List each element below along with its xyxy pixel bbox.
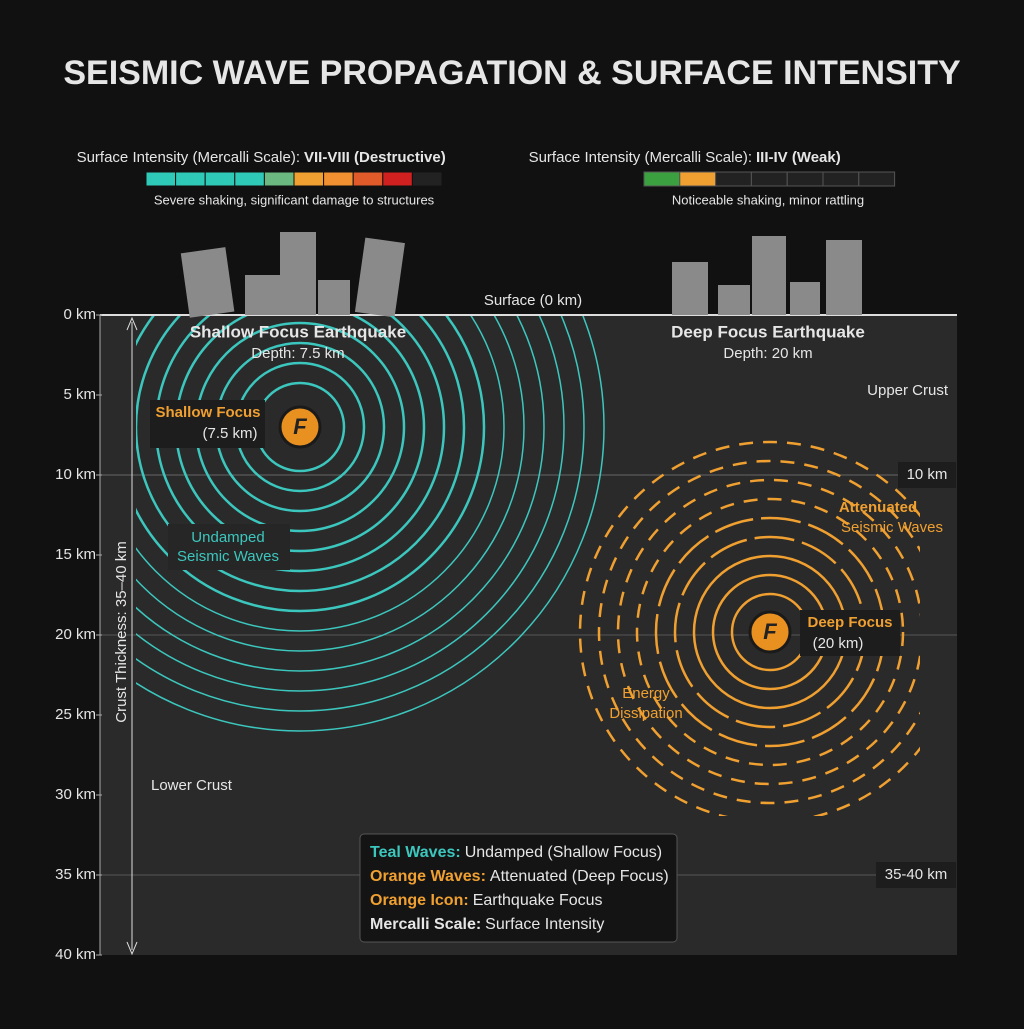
legend-text: Surface Intensity bbox=[485, 916, 604, 933]
legend-entry: Orange Waves: Attenuated (Deep Focus) bbox=[370, 868, 669, 885]
wave-ring bbox=[136, 316, 525, 652]
buildings-damaged bbox=[180, 232, 405, 318]
legend-entry: Orange Icon: Earthquake Focus bbox=[370, 892, 603, 909]
legend-text: Undamped (Shallow Focus) bbox=[465, 844, 662, 861]
scale-segment bbox=[204, 171, 236, 187]
shallow-focus-depth: (7.5 km) bbox=[202, 425, 257, 442]
scale-segment bbox=[263, 171, 295, 187]
scale-segment bbox=[715, 171, 752, 187]
depth-label: 35 km bbox=[55, 866, 96, 883]
depth-label: 15 km bbox=[55, 546, 96, 563]
label-box bbox=[150, 400, 265, 448]
wave-ring bbox=[136, 316, 466, 593]
label-box bbox=[168, 524, 290, 570]
depth-label: 5 km bbox=[63, 386, 96, 403]
scale-segment bbox=[323, 171, 354, 187]
waves-label: Seismic Waves bbox=[841, 519, 943, 536]
intensity-description: Noticeable shaking, minor rattling bbox=[672, 192, 864, 207]
title: SEISMIC WAVE PROPAGATION & SURFACE INTEN… bbox=[63, 54, 961, 92]
label-box bbox=[800, 610, 900, 656]
scale-segment bbox=[750, 171, 788, 187]
scale-segment bbox=[234, 171, 265, 187]
shallow-focus-icon bbox=[278, 405, 322, 449]
wave-ring bbox=[136, 316, 486, 613]
legend-box bbox=[359, 833, 678, 943]
wave-ring bbox=[597, 459, 920, 805]
energy-label: Energy bbox=[622, 685, 670, 702]
buildings-intact bbox=[672, 236, 862, 315]
wave-ring bbox=[136, 316, 585, 712]
deep-focus-depth: (20 km) bbox=[813, 635, 864, 652]
legend: Teal Waves: Undamped (Shallow Focus) Orang… bbox=[370, 844, 669, 933]
legend-text: Attenuated (Deep Focus) bbox=[490, 868, 669, 885]
legend-text: Earthquake Focus bbox=[473, 892, 603, 909]
wave-ring bbox=[635, 497, 905, 767]
legend-key: Mercalli Scale: bbox=[370, 916, 481, 933]
focus-icon-letter: F bbox=[763, 619, 777, 644]
scale-segment bbox=[145, 171, 177, 187]
scale-segment bbox=[382, 171, 413, 187]
depth-label: 20 km bbox=[55, 626, 96, 643]
deep-focus-label: Deep Focus bbox=[807, 614, 892, 631]
intensity-level: VII-VIII (Destructive) bbox=[304, 149, 446, 166]
scale-segment bbox=[352, 171, 384, 187]
wave-ring bbox=[136, 316, 605, 732]
deep-depth: Depth: 20 km bbox=[723, 345, 812, 362]
crust-thickness: Crust Thickness: 35–40 km bbox=[113, 541, 130, 722]
scale-segment bbox=[411, 171, 443, 187]
arrow-heads bbox=[126, 316, 138, 956]
depth-label: 30 km bbox=[55, 786, 96, 803]
depth-label: 10 km bbox=[55, 466, 96, 483]
label-box bbox=[876, 862, 956, 888]
scale-segment bbox=[643, 171, 681, 187]
wave-ring bbox=[136, 316, 505, 632]
legend-key: Teal Waves: bbox=[370, 844, 461, 861]
legend-entry: Teal Waves: Undamped (Shallow Focus) bbox=[370, 844, 662, 861]
scale-segment bbox=[293, 171, 325, 187]
wave-ring bbox=[136, 316, 545, 672]
energy-label: Dissipation bbox=[609, 705, 682, 722]
shallow-depth: Depth: 7.5 km bbox=[251, 345, 344, 362]
moho-label: 35-40 km bbox=[885, 866, 948, 883]
shallow-title: Shallow Focus Earthquake bbox=[190, 322, 406, 341]
legend-key: Orange Icon: bbox=[370, 892, 469, 909]
surface-label: Surface (0 km) bbox=[484, 292, 582, 309]
scale-segment bbox=[175, 171, 206, 187]
intensity-label: Surface Intensity (Mercalli Scale): bbox=[529, 149, 752, 166]
waves-label: Seismic Waves bbox=[177, 548, 279, 565]
waves-label: Attenuated bbox=[839, 499, 917, 516]
intensity-level: III-IV (Weak) bbox=[756, 149, 841, 166]
deep-focus-icon bbox=[748, 610, 792, 654]
depth-label: 40 km bbox=[55, 946, 96, 963]
label-box bbox=[898, 462, 956, 488]
deep-title: Deep Focus Earthquake bbox=[671, 322, 865, 341]
intensity-description: Severe shaking, significant damage to st… bbox=[154, 192, 435, 207]
depth-labels: 0 km 5 km 10 km 15 km 20 km 25 km 30 km 35 km 40… bbox=[55, 306, 102, 963]
lower-crust: Lower Crust bbox=[151, 777, 233, 794]
upper-crust: Upper Crust bbox=[867, 382, 949, 399]
depth-label: 0 km bbox=[63, 306, 96, 323]
wave-ring bbox=[578, 440, 920, 816]
scale-segment bbox=[858, 171, 896, 187]
shallow-focus-label: Shallow Focus bbox=[155, 404, 260, 421]
intensity-label: Surface Intensity (Mercalli Scale): bbox=[77, 149, 300, 166]
scale-segment bbox=[822, 171, 860, 187]
scale-segment bbox=[679, 171, 717, 187]
waves-label: Undamped bbox=[191, 529, 264, 546]
depth-label: 25 km bbox=[55, 706, 96, 723]
wave-ring bbox=[136, 316, 565, 692]
scale-segment bbox=[786, 171, 824, 187]
focus-icon-letter: F bbox=[293, 414, 307, 439]
mercalli-bars bbox=[145, 171, 896, 187]
legend-key: Orange Waves: bbox=[370, 868, 486, 885]
legend-entry: Mercalli Scale: Surface Intensity bbox=[370, 916, 604, 933]
boundary-label: 10 km bbox=[907, 466, 948, 483]
